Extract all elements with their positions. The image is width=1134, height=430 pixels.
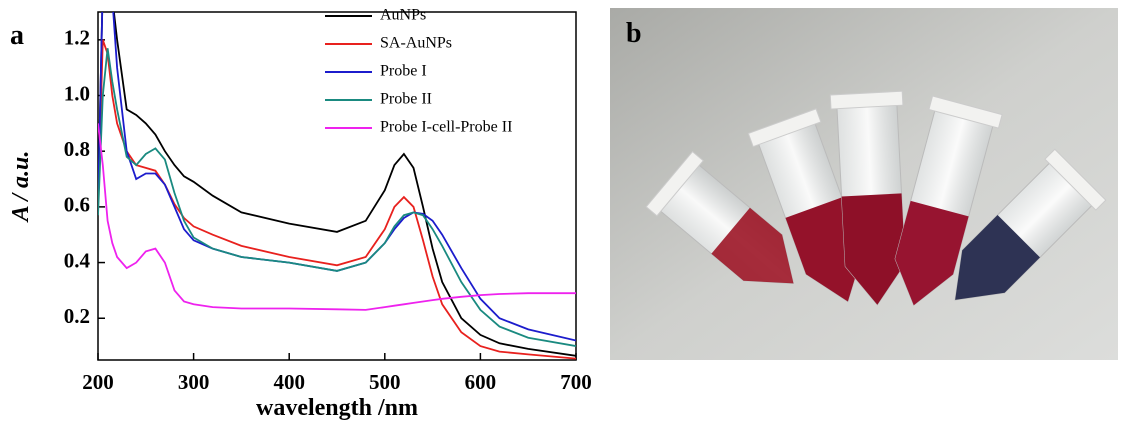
series-line <box>98 123 576 311</box>
legend-label: SA-AuNPs <box>380 35 452 52</box>
series-line <box>98 39 576 360</box>
legend-label: Probe I <box>380 63 427 80</box>
series-line <box>98 12 576 357</box>
x-axis-label: wavelength /nm <box>256 395 418 421</box>
plot-frame <box>97 11 577 361</box>
y-tick-label: 0.6 <box>64 193 90 217</box>
x-tick-label: 200 <box>82 370 114 394</box>
legend-label: AuNPs <box>380 7 426 24</box>
series-line <box>98 12 576 342</box>
y-tick-label: 1.2 <box>64 26 90 50</box>
y-tick-label: 0.4 <box>64 248 91 272</box>
x-tick-label: 500 <box>369 370 401 394</box>
plot-area <box>98 12 576 360</box>
panel-label: a <box>10 20 24 51</box>
x-tick-label: 700 <box>560 370 592 394</box>
x-tick-label: 300 <box>178 370 210 394</box>
legend-label: Probe I-cell-Probe II <box>380 119 512 136</box>
y-tick-label: 0.2 <box>64 304 90 328</box>
photo <box>610 8 1118 360</box>
panel-label: b <box>626 18 642 49</box>
legend-label: Probe II <box>380 91 432 108</box>
y-tick-label: 1.0 <box>64 81 90 105</box>
x-tick-label: 600 <box>465 370 497 394</box>
y-axis-label: A / a.u. <box>8 151 34 224</box>
series-line <box>98 48 576 347</box>
x-tick-label: 400 <box>273 370 305 394</box>
y-tick-label: 0.8 <box>64 137 90 161</box>
